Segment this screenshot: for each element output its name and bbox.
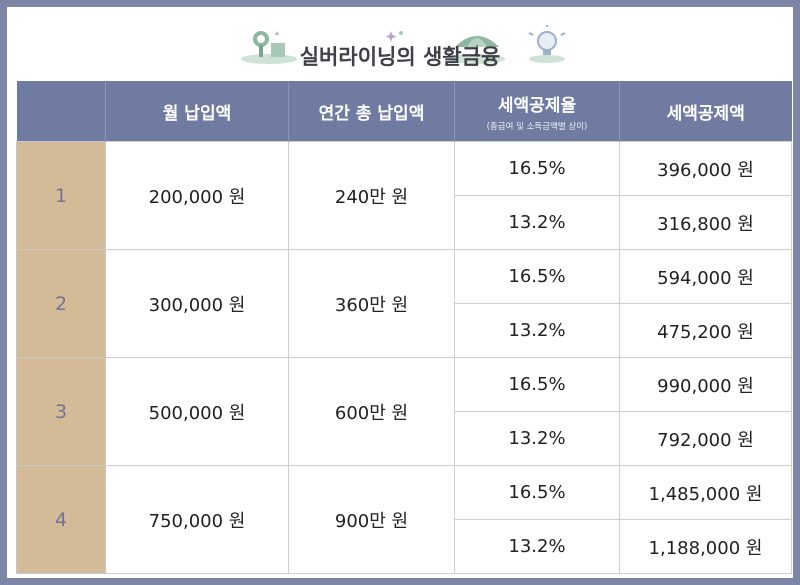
monthly-payment: 200,000 원 [105, 141, 289, 250]
row-index: 4 [16, 465, 106, 574]
table-row: 2 300,000 원 360만 원 16.5% 594,000 원 [16, 249, 792, 358]
row-index: 2 [16, 249, 106, 358]
header-deduction-rate: 세액공제율 (총급여 및 소득금액별 상이) [454, 81, 620, 142]
annual-total: 240만 원 [288, 141, 455, 250]
page-title: 실버라이닝의 생활금융 [299, 45, 501, 69]
deduction-rate: 13.2% [454, 195, 620, 250]
table-row: 13.2% 475,200 원 [17, 303, 792, 358]
deduction-rate: 16.5% [454, 465, 620, 520]
table-row: 1 200,000 원 240만 원 16.5% 396,000 원 [16, 141, 792, 250]
table-row: 13.2% 1,188,000 원 [17, 519, 792, 574]
annual-total: 600만 원 [288, 357, 455, 466]
deduction-amount: 792,000 원 [619, 411, 792, 466]
deduction-rate: 13.2% [454, 303, 620, 358]
deduction-amount: 990,000 원 [619, 357, 792, 412]
plant-icon [241, 31, 297, 64]
annual-total: 360만 원 [288, 249, 455, 358]
deduction-amount: 475,200 원 [619, 303, 792, 358]
annual-total: 900만 원 [288, 465, 455, 574]
header-banner: 실버라이닝의 생활금융 [7, 7, 793, 80]
table-header-row: 월 납입액 연간 총 납입액 세액공제율 (총급여 및 소득금액별 상이) 세액… [16, 81, 792, 142]
deduction-rate: 16.5% [454, 357, 620, 412]
monthly-payment: 500,000 원 [105, 357, 289, 466]
deduction-amount: 594,000 원 [619, 249, 792, 304]
row-index: 1 [16, 141, 106, 250]
deduction-rate: 16.5% [454, 141, 620, 196]
deduction-amount: 316,800 원 [619, 195, 792, 250]
deduction-rate: 13.2% [454, 519, 620, 574]
header-deduction-amount: 세액공제액 [619, 81, 792, 142]
header-index [16, 81, 106, 142]
table-row: 3 500,000 원 600만 원 16.5% 990,000 원 [16, 357, 792, 466]
monthly-payment: 750,000 원 [105, 465, 289, 574]
table-row: 4 750,000 원 900만 원 16.5% 1,485,000 원 [16, 465, 792, 574]
sparkle-icon [385, 31, 403, 42]
lightbulb-icon [528, 25, 566, 63]
tax-deduction-table: 월 납입액 연간 총 납입액 세액공제율 (총급여 및 소득금액별 상이) 세액… [16, 81, 792, 574]
header-deduction-rate-label: 세액공제율 [497, 95, 577, 116]
deduction-rate: 13.2% [454, 411, 620, 466]
table-row: 13.2% 792,000 원 [17, 411, 792, 466]
deduction-rate: 16.5% [454, 249, 620, 304]
deduction-amount: 396,000 원 [619, 141, 792, 196]
header-monthly-payment: 월 납입액 [105, 81, 289, 142]
deduction-amount: 1,485,000 원 [619, 465, 792, 520]
monthly-payment: 300,000 원 [105, 249, 289, 358]
row-index: 3 [16, 357, 106, 466]
header-annual-total: 연간 총 납입액 [288, 81, 455, 142]
deduction-amount: 1,188,000 원 [619, 519, 792, 574]
umbrella-icon [449, 36, 505, 64]
header-rate-note: (총급여 및 소득금액별 상이) [486, 121, 588, 132]
